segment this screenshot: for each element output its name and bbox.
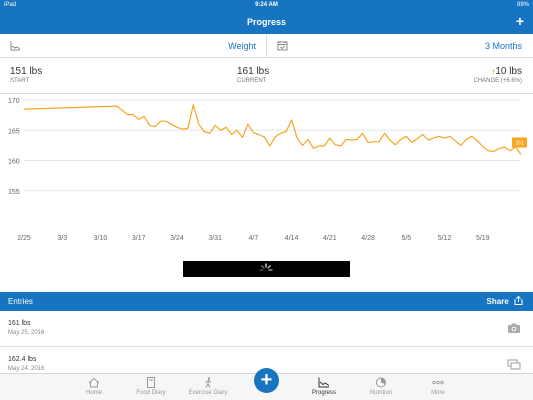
device-name: iPad [4, 2, 17, 8]
calendar-icon[interactable] [277, 40, 288, 51]
loading-indicator [183, 261, 350, 277]
progress-icon [318, 377, 330, 388]
tab-home[interactable]: Home [64, 377, 124, 396]
start-stat: 151 lbs START [10, 66, 42, 84]
spinner-icon [259, 263, 273, 271]
camera-icon[interactable] [507, 321, 521, 335]
y-tick-label: 155 [8, 189, 20, 196]
current-label: CURRENT [237, 78, 267, 84]
more-icon [432, 380, 444, 385]
x-tick-label: 3/31 [208, 235, 222, 242]
nav-bar: Progress + [0, 11, 533, 34]
tab-food-diary[interactable]: Food Diary [121, 377, 181, 396]
x-tick-label: 5/5 [401, 235, 411, 242]
x-tick-label: 2/25 [17, 235, 31, 242]
add-button[interactable]: + [515, 13, 524, 29]
current-value-callout [512, 137, 527, 148]
x-tick-label: 4/7 [249, 235, 259, 242]
entries-header: Entries Share [0, 292, 533, 311]
entry-weight: 161 lbs [8, 320, 31, 327]
range-selector[interactable]: 3 Months [484, 41, 522, 51]
x-tick-label: 3/10 [94, 235, 108, 242]
y-tick-label: 170 [8, 98, 20, 105]
tab-nutrition[interactable]: Nutrition [351, 377, 411, 396]
x-tick-label: 4/28 [361, 235, 375, 242]
tab-label: Nutrition [369, 390, 393, 396]
stats-row: 151 lbs START 161 lbs CURRENT ↑10 lbs CH… [0, 58, 533, 94]
chart-icon[interactable] [10, 40, 21, 51]
exercise-icon [205, 377, 212, 388]
tab-label: Food Diary [136, 390, 166, 396]
page-title: Progress [246, 17, 287, 27]
home-icon [88, 377, 100, 388]
x-tick-label: 4/21 [323, 235, 337, 242]
list-item[interactable]: 161 lbs May 25, 2016 [0, 311, 533, 347]
quick-add-button[interactable]: + [254, 368, 279, 393]
y-tick-label: 160 [8, 159, 20, 166]
entry-date: May 24, 2016 [8, 366, 45, 372]
tab-label: More [431, 390, 445, 396]
start-label: START [10, 78, 30, 84]
change-label: CHANGE (+6.6%) [473, 78, 522, 84]
current-stat: 161 lbs CURRENT [237, 66, 269, 84]
series-line [23, 104, 522, 155]
tab-progress[interactable]: Progress [294, 377, 354, 396]
y-tick-label: 165 [8, 128, 20, 135]
nutrition-icon [376, 377, 386, 388]
tab-label: Home [85, 390, 102, 396]
x-tick-label: 5/12 [438, 235, 452, 242]
x-tick-label: 4/14 [285, 235, 299, 242]
tab-bar: Home Food Diary Exercise Diary + Progres… [0, 368, 533, 400]
up-arrow-icon: ↑ [491, 67, 496, 76]
callout-label: 161 [515, 140, 524, 146]
status-bar: iPad 9:24 AM 89% [0, 0, 533, 11]
battery-level: 89% [516, 2, 529, 8]
x-tick-label: 3/3 [57, 235, 67, 242]
tab-more[interactable]: More [408, 377, 468, 396]
entries-title: Entries [8, 297, 33, 306]
share-label: Share [486, 297, 509, 306]
divider [266, 34, 267, 58]
share-icon [514, 295, 523, 305]
weight-chart[interactable]: 170 165 160 155 2/25 3/3 3/10 3/17 3/24 3/31 4/7 4/… [0, 94, 533, 248]
share-button[interactable]: Share [486, 295, 523, 306]
metric-selector[interactable]: Weight [228, 41, 256, 51]
tab-exercise-diary[interactable]: Exercise Diary [178, 377, 238, 396]
entry-date: May 25, 2016 [8, 330, 45, 336]
tab-label: Exercise Diary [188, 390, 228, 396]
current-value: 161 lbs [237, 66, 270, 77]
entry-weight: 162.4 lbs [8, 356, 37, 363]
x-tick-label: 3/17 [132, 235, 146, 242]
tab-label: Progress [311, 390, 336, 396]
change-value: 10 lbs [495, 66, 522, 77]
x-tick-label: 5/19 [476, 235, 490, 242]
x-tick-label: 3/24 [170, 235, 184, 242]
start-value: 151 lbs [10, 66, 43, 77]
status-time: 9:24 AM [255, 2, 278, 8]
food-diary-icon [147, 377, 155, 388]
compare-icon[interactable] [507, 357, 521, 371]
change-stat: ↑10 lbs CHANGE (+6.6%) [473, 66, 522, 84]
metric-selector-row: Weight 3 Months [0, 34, 533, 58]
